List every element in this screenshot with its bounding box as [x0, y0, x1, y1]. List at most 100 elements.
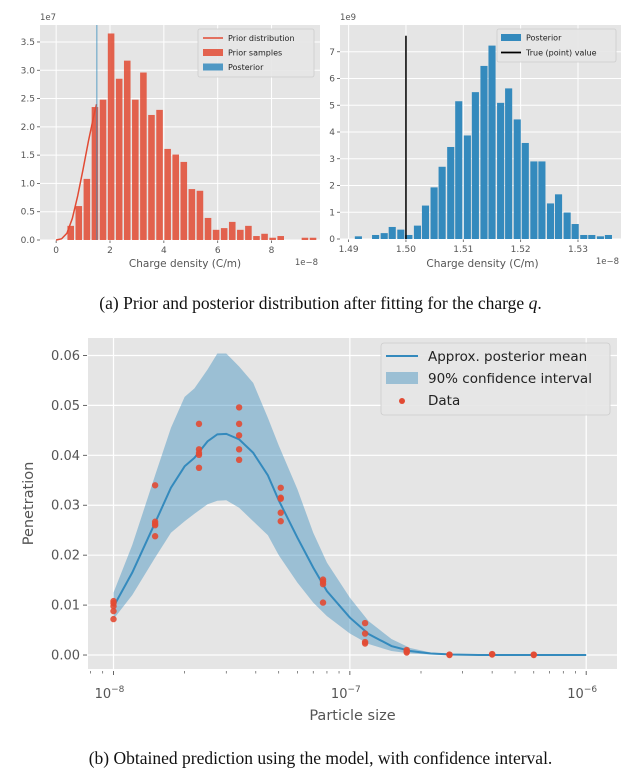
histogram-bar: [99, 99, 107, 241]
histogram-bar: [497, 102, 505, 239]
histogram-bar: [148, 114, 155, 240]
x-tick-label: 10−6: [567, 685, 597, 702]
data-point: [235, 456, 243, 464]
histogram-bar: [505, 88, 513, 240]
histogram-bar: [554, 194, 563, 239]
caption-a-text: (a) Prior and posterior distribution aft…: [99, 293, 529, 313]
x-tick-label: 8: [269, 246, 275, 256]
data-point: [195, 464, 203, 472]
y-axis-label: Penetration: [21, 462, 37, 546]
histogram-bar: [488, 45, 496, 239]
confidence-band: [113, 353, 587, 656]
caption-a-period: .: [537, 293, 542, 313]
x-tick-label: 10−8: [95, 685, 125, 702]
histogram-bar: [132, 99, 139, 241]
caption-b: (b) Obtained prediction using the model,…: [88, 748, 553, 768]
data-point: [235, 432, 243, 439]
histogram-bar: [75, 206, 83, 240]
x-tick-label: 6: [215, 246, 221, 256]
histogram-bar: [388, 226, 396, 239]
y-tick-label: 3.5: [21, 38, 35, 48]
legend-label: Approx. posterior mean: [428, 349, 587, 365]
y-tick-label: 0.5: [21, 208, 35, 218]
y-offset-label: 1e9: [340, 13, 356, 23]
legend-box: [496, 28, 617, 63]
posterior-histogram-chart: 1.49 1.50 1.51 1.52 1.53 0 1 2 3 4 5 6 7 1e9 1e−8 Charg…: [329, 13, 621, 270]
histogram-bar: [530, 161, 538, 239]
histogram-bar: [172, 154, 179, 240]
prediction-chart: 10−8 10−7 10−60.000.010.020.030.040.050.06…: [21, 338, 617, 720]
y-tick-label: 0.05: [51, 399, 80, 414]
legend-box: [380, 342, 611, 416]
histogram-bar: [380, 233, 388, 239]
histogram-bar: [228, 221, 236, 240]
histogram-bar: [455, 101, 463, 239]
legend-label: True (point) value: [525, 49, 597, 58]
legend-label: Data: [428, 393, 460, 409]
histogram-bar: [405, 234, 413, 239]
legend-swatch-patch: [203, 63, 223, 71]
y-tick-label: 6: [329, 75, 335, 85]
data-point: [488, 651, 496, 658]
histogram-bar: [354, 236, 362, 239]
y-tick-label: 0.00: [51, 649, 80, 664]
tick-exponent: −8: [111, 685, 125, 695]
data-point: [530, 651, 537, 659]
data-point: [110, 615, 117, 623]
y-tick-label: 7: [329, 48, 335, 58]
data-point: [277, 484, 284, 491]
x-tick-label: 1.50: [396, 245, 416, 255]
data-point: [277, 518, 284, 525]
histogram-bar: [204, 217, 212, 240]
data-point: [235, 446, 243, 453]
y-tick-label: 0.0: [21, 236, 36, 246]
y-tick-label: 1.0: [21, 179, 36, 189]
x-tick-label: 1.49: [339, 245, 359, 255]
y-tick-label: 1: [329, 208, 335, 218]
histogram-bar: [521, 142, 529, 239]
y-tick-label: 2.5: [21, 95, 35, 105]
data-point: [235, 420, 243, 428]
histogram-bar: [301, 237, 309, 240]
legend-box: [197, 28, 315, 78]
legend-label: Prior samples: [228, 49, 282, 58]
histogram-bar: [261, 233, 268, 240]
histogram-bar: [421, 205, 430, 239]
histogram-bar: [107, 33, 115, 240]
y-tick-label: 0.02: [51, 549, 80, 564]
legend-label: 90% confidence interval: [428, 371, 592, 387]
histogram-bar: [596, 236, 604, 239]
data-point: [151, 533, 159, 540]
histogram-bar: [471, 92, 479, 239]
data-point: [195, 451, 203, 459]
y-tick-label: 0.06: [51, 349, 80, 364]
x-tick-label: 1.53: [568, 245, 588, 255]
y-tick-label: 0.03: [51, 499, 80, 514]
x-offset-label: 1e−8: [295, 258, 318, 268]
histogram-bar: [438, 166, 446, 239]
histogram-bar: [188, 189, 196, 240]
y-tick-label: 0.04: [51, 449, 80, 464]
y-tick-label: 4: [329, 128, 335, 138]
data-point: [319, 599, 327, 606]
data-point: [151, 522, 159, 529]
histogram-bar: [513, 119, 521, 239]
data-point: [151, 482, 159, 489]
histogram-bar: [580, 234, 588, 239]
legend-swatch-patch: [501, 34, 521, 41]
data-point: [277, 509, 284, 516]
histogram-bar: [156, 109, 163, 240]
histogram-bar: [397, 229, 405, 239]
y-tick-label: 3: [329, 155, 335, 165]
histogram-bar: [253, 236, 260, 240]
histogram-bar: [220, 228, 228, 240]
histogram-bar: [140, 72, 147, 241]
histogram-bar: [91, 107, 99, 240]
histogram-bar: [563, 212, 571, 239]
x-axis-label: Particle size: [309, 708, 395, 720]
histogram-bar: [413, 225, 422, 239]
data-point: [235, 404, 243, 411]
y-offset-label: 1e7: [40, 13, 56, 23]
histogram-bar: [546, 203, 555, 239]
caption-a-variable: q: [528, 293, 538, 313]
